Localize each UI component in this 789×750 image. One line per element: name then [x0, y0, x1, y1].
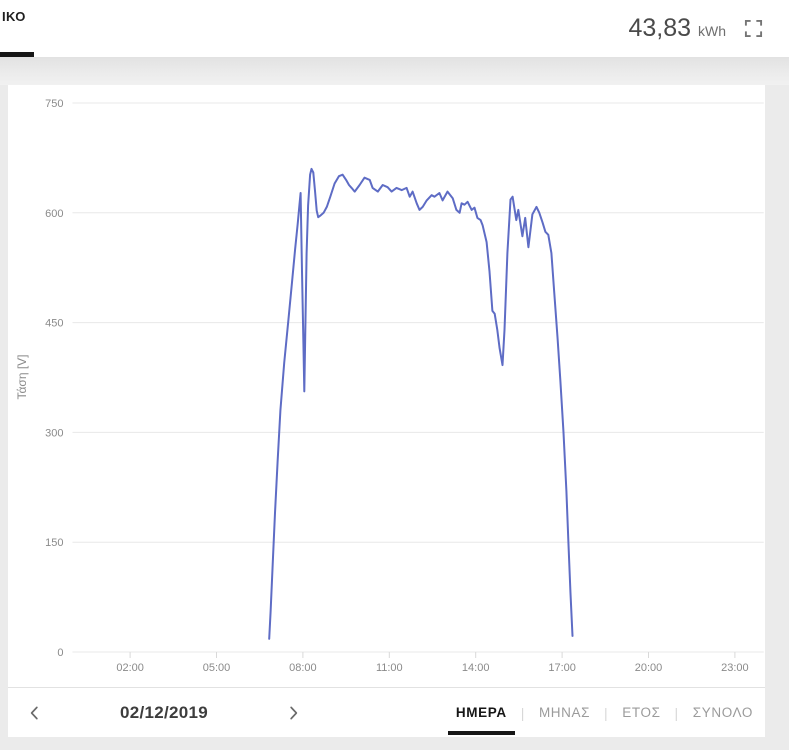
voltage-series-line [268, 167, 574, 640]
y-tick-label: 300 [45, 427, 63, 439]
tab-total[interactable]: ΣΥΝΟΛΟ [692, 705, 753, 720]
y-tick-label: 450 [45, 318, 63, 330]
chevron-left-icon [30, 706, 38, 719]
date-navigator: 02/12/2019 [24, 702, 304, 724]
tab-separator: | [604, 704, 609, 721]
y-tick-label: 750 [45, 98, 63, 110]
x-tick-label: 08:00 [289, 662, 317, 674]
energy-unit: kWh [698, 23, 726, 39]
tab-day[interactable]: ΗΜΕΡΑ [447, 696, 515, 735]
top-header: ΙΚΟ 43,83 kWh [0, 0, 789, 57]
next-day-button[interactable] [282, 702, 304, 724]
tab-separator: | [520, 704, 525, 721]
x-tick-label: 23:00 [721, 662, 749, 674]
y-tick-label: 0 [57, 647, 63, 659]
header-shadow-band [0, 57, 789, 85]
fullscreen-button[interactable] [743, 19, 763, 39]
chevron-right-icon [290, 706, 298, 719]
x-tick-label: 20:00 [635, 662, 663, 674]
x-tick-label: 05:00 [203, 662, 231, 674]
x-tick-label: 17:00 [548, 662, 576, 674]
chart-footer: 02/12/2019 ΗΜΕΡΑ | ΜΗΝΑΣ | ΕΤΟΣ | ΣΥΝΟΛΟ [8, 687, 765, 737]
date-display[interactable]: 02/12/2019 [119, 702, 209, 722]
tab-separator: | [674, 704, 679, 721]
active-section-underline [0, 52, 34, 57]
chart-card: 0 150 300 450 600 750 02:00 05:00 08:00 11:00 14:0… [8, 85, 765, 737]
energy-readout: 43,83 kWh [628, 0, 763, 57]
prev-day-button[interactable] [24, 702, 46, 724]
y-tick-label: 150 [45, 537, 63, 549]
x-tick-label: 02:00 [116, 662, 144, 674]
y-axis-title: Τάση [V] [15, 354, 29, 399]
x-tick-label: 11:00 [376, 662, 403, 674]
x-tick-label: 14:00 [462, 662, 490, 674]
energy-value: 43,83 [628, 14, 691, 42]
fullscreen-expand-icon [744, 19, 762, 38]
tab-year[interactable]: ΕΤΟΣ [622, 705, 661, 720]
y-tick-label: 600 [45, 208, 63, 220]
voltage-chart: 0 150 300 450 600 750 02:00 05:00 08:00 11:00 14:0… [15, 98, 764, 674]
page-title: ΙΚΟ [2, 9, 26, 24]
period-tabs: ΗΜΕΡΑ | ΜΗΝΑΣ | ΕΤΟΣ | ΣΥΝΟΛΟ [447, 696, 761, 735]
tab-month[interactable]: ΜΗΝΑΣ [538, 705, 591, 720]
active-section-tab[interactable]: ΙΚΟ [0, 0, 40, 57]
